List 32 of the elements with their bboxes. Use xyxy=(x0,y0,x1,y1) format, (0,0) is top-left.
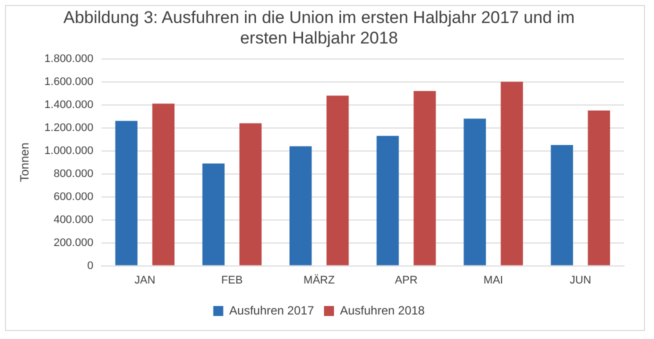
y-tick-label: 1.000.000 xyxy=(44,144,94,157)
y-tick-label: 1.800.000 xyxy=(44,52,94,65)
legend-label: Ausfuhren 2018 xyxy=(340,303,426,318)
bar xyxy=(202,163,225,266)
y-tick-label: 0 xyxy=(87,260,94,272)
bar xyxy=(550,145,574,266)
bar xyxy=(500,82,523,266)
x-tick-label: MÄRZ xyxy=(304,273,335,286)
bar xyxy=(239,123,262,266)
bar xyxy=(414,91,436,266)
bar xyxy=(464,118,486,266)
x-tick-label: MAI xyxy=(484,274,504,286)
y-axis-title: Tonnen xyxy=(18,142,32,182)
chart-title: Abbildung 3: Ausfuhren in die Union im ersten Halbjahr 2017 und im ersten Halbjahr 2018 xyxy=(63,8,575,48)
x-tick-label: JAN xyxy=(134,274,156,286)
x-tick-label: JUN xyxy=(570,274,592,286)
y-tick-label: 200.000 xyxy=(54,236,94,249)
bar xyxy=(376,136,399,266)
y-tick-label: 600.000 xyxy=(54,190,94,203)
y-tick-label: 1.400.000 xyxy=(44,98,94,111)
y-tick-label: 800.000 xyxy=(54,168,94,180)
bar xyxy=(152,104,175,266)
x-tick-label: APR xyxy=(394,274,418,286)
legend-label: Ausfuhren 2017 xyxy=(229,303,314,318)
bar xyxy=(115,120,138,266)
y-tick-label: 1.600.000 xyxy=(44,76,94,88)
x-tick-label: FEB xyxy=(221,274,243,286)
y-tick-label: 400.000 xyxy=(54,214,94,226)
y-tick-label: 1.200.000 xyxy=(44,122,94,134)
bar xyxy=(588,110,610,266)
bar xyxy=(289,146,312,266)
bar xyxy=(326,96,349,266)
